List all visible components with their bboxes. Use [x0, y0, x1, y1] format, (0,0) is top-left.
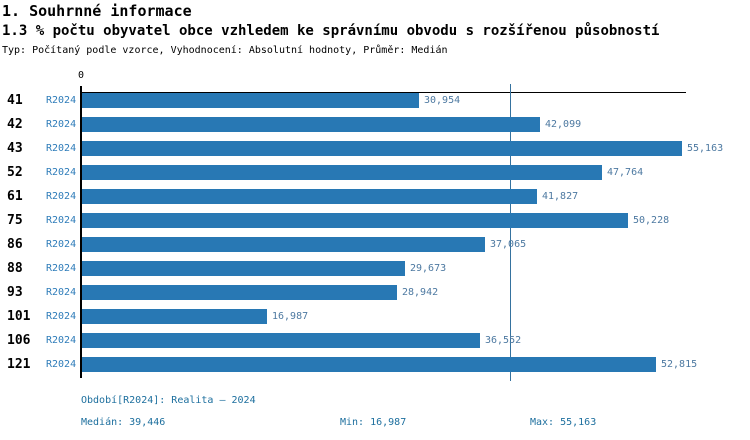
row-category-label: 121 [7, 357, 31, 372]
bar-row: 106 R2024 36,552 [0, 333, 750, 348]
bar [82, 213, 628, 228]
row-category-label: 52 [7, 165, 23, 180]
row-series-label: R2024 [46, 95, 77, 106]
bar-row: 121 R2024 52,815 [0, 357, 750, 372]
page-title: 1. Souhrnné informace [2, 2, 192, 20]
bar-row: 86 R2024 37,065 [0, 237, 750, 252]
bar-value-label: 29,673 [410, 263, 447, 274]
legend-max: Max: 55,163 [530, 417, 597, 428]
row-category-label: 93 [7, 285, 23, 300]
bar-row: 52 R2024 47,764 [0, 165, 750, 180]
bar-row: 42 R2024 42,099 [0, 117, 750, 132]
bar [82, 285, 397, 300]
bar-value-label: 47,764 [607, 167, 644, 178]
row-series-label: R2024 [46, 335, 77, 346]
row-category-label: 42 [7, 117, 23, 132]
row-category-label: 61 [7, 189, 23, 204]
row-series-label: R2024 [46, 167, 77, 178]
bar-row: 41 R2024 30,954 [0, 93, 750, 108]
x-axis-line [81, 92, 686, 93]
bar [82, 165, 602, 180]
row-series-label: R2024 [46, 359, 77, 370]
row-series-label: R2024 [46, 119, 77, 130]
bar [82, 141, 682, 156]
bar-value-label: 16,987 [272, 311, 309, 322]
legend-period: Období[R2024]: Realita – 2024 [81, 395, 256, 406]
axis-zero-label: 0 [77, 70, 85, 81]
bar-value-label: 41,827 [542, 191, 579, 202]
bar [82, 117, 540, 132]
bar [82, 333, 480, 348]
row-category-label: 101 [7, 309, 31, 324]
row-category-label: 43 [7, 141, 23, 156]
bar [82, 93, 419, 108]
row-series-label: R2024 [46, 215, 77, 226]
chart-meta: Typ: Počítaný podle vzorce, Vyhodnocení:… [2, 45, 448, 56]
row-category-label: 86 [7, 237, 23, 252]
chart-subtitle: 1.3 % počtu obyvatel obce vzhledem ke sp… [2, 23, 660, 39]
bar-row: 43 R2024 55,163 [0, 141, 750, 156]
bar-row: 101 R2024 16,987 [0, 309, 750, 324]
legend-min: Min: 16,987 [340, 417, 407, 428]
median-line [510, 84, 511, 381]
bar-value-label: 55,163 [687, 143, 724, 154]
row-category-label: 106 [7, 333, 31, 348]
bar-row: 93 R2024 28,942 [0, 285, 750, 300]
row-series-label: R2024 [46, 143, 77, 154]
y-axis-line [80, 86, 82, 378]
row-series-label: R2024 [46, 239, 77, 250]
bar-row: 88 R2024 29,673 [0, 261, 750, 276]
row-series-label: R2024 [46, 263, 77, 274]
bar-value-label: 36,552 [485, 335, 522, 346]
bar-value-label: 30,954 [424, 95, 461, 106]
bar-value-label: 37,065 [490, 239, 527, 250]
bar-value-label: 42,099 [545, 119, 582, 130]
bar [82, 189, 537, 204]
row-category-label: 88 [7, 261, 23, 276]
bar [82, 309, 267, 324]
bar-value-label: 52,815 [661, 359, 698, 370]
bar-row: 75 R2024 50,228 [0, 213, 750, 228]
row-series-label: R2024 [46, 287, 77, 298]
bar-row: 61 R2024 41,827 [0, 189, 750, 204]
legend-median: Medián: 39,446 [81, 417, 166, 428]
bar [82, 357, 656, 372]
row-category-label: 41 [7, 93, 23, 108]
bar-value-label: 50,228 [633, 215, 670, 226]
bar [82, 261, 405, 276]
row-category-label: 75 [7, 213, 23, 228]
row-series-label: R2024 [46, 191, 77, 202]
bar [82, 237, 485, 252]
row-series-label: R2024 [46, 311, 77, 322]
bar-value-label: 28,942 [402, 287, 439, 298]
